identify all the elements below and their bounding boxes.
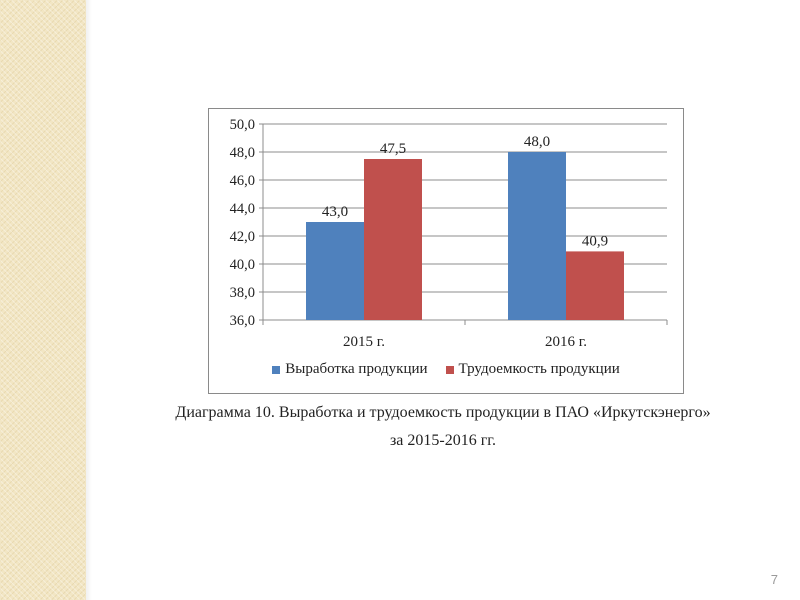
y-tick-label-1: 38,0 [230,285,255,301]
bar-chart: 36,0 38,0 40,0 42,0 44,0 46,0 48,0 50,0 43,0 47,5… [230,117,668,350]
x-category-label-1: 2016 г. [545,334,587,350]
y-tick-label-4: 44,0 [230,201,255,217]
data-label-1-0: 43,0 [322,204,348,220]
y-tick-label-0: 36,0 [230,313,255,329]
data-label-2-0: 47,5 [380,141,406,157]
y-tick-label-5: 46,0 [230,173,255,189]
legend-label-series-2: Трудоемкость продукции [458,361,620,377]
legend-swatch-series-2 [445,365,454,374]
x-category-label-0: 2015 г. [343,334,385,350]
legend-item-series-1: Выработка продукции [272,361,428,378]
decorative-side-strip [0,0,86,600]
data-label-1-1: 48,0 [524,134,550,150]
legend-label-series-1: Выработка продукции [285,361,428,377]
legend-item-series-2: Трудоемкость продукции [445,361,620,378]
y-tick-label-2: 40,0 [230,257,255,273]
chart-frame: 36,0 38,0 40,0 42,0 44,0 46,0 48,0 50,0 43,0 47,5… [208,108,684,394]
y-tick-label-6: 48,0 [230,145,255,161]
page-number: 7 [770,572,778,587]
side-strip-shadow [86,0,92,600]
chart-legend: Выработка продукции Трудоемкость продукц… [209,361,683,378]
chart-caption-line-1: Диаграмма 10. Выработка и трудоемкость п… [175,404,711,421]
bar-1-1 [508,152,566,320]
bar-2-1 [566,251,624,320]
bar-1-0 [306,222,364,320]
legend-swatch-series-1 [272,365,281,374]
bar-2-0 [364,159,422,320]
y-tick-label-3: 42,0 [230,229,255,245]
y-tick-label-7: 50,0 [230,117,255,133]
data-label-2-1: 40,9 [582,233,608,249]
chart-caption-line-2: за 2015-2016 гг. [389,432,497,449]
